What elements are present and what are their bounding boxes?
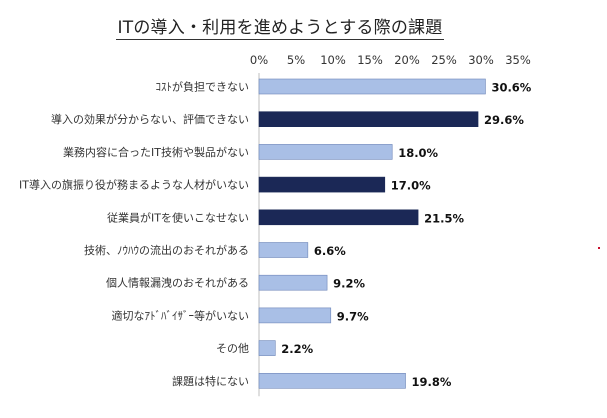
category-label: 従業員がITを使いこなせない	[107, 210, 249, 224]
chart-title-text: ITの導入・利用を進めようとする際の課題	[115, 18, 445, 40]
stray-dot	[598, 247, 600, 249]
category-label: 適切なｱﾄﾞﾊﾞｲｻﾞｰ等がいない	[112, 308, 250, 322]
data-label: 21.5%	[424, 211, 464, 225]
x-tick-label: 0%	[250, 53, 268, 67]
bar	[258, 307, 332, 324]
category-label: IT導入の旗振り役が務まるような人材がいない	[19, 178, 249, 192]
data-label: 17.0%	[391, 179, 431, 193]
bar	[258, 111, 479, 127]
bar	[258, 209, 419, 226]
x-tick-label: 30%	[468, 53, 494, 67]
data-label: 2.2%	[281, 342, 313, 356]
category-label: ｺｽﾄが負担できない	[156, 80, 250, 94]
bar	[258, 372, 406, 389]
category-label: その他	[216, 342, 249, 355]
bar	[258, 242, 309, 258]
category-label: 個人情報漏洩のおそれがある	[106, 276, 249, 290]
data-label: 6.6%	[314, 244, 346, 258]
category-label: 導入の効果が分からない、評価できない	[51, 112, 249, 126]
bar	[258, 274, 328, 291]
x-tick-label: 10%	[320, 53, 346, 67]
x-tick-label: 15%	[357, 53, 383, 67]
category-label: 課題は特にない	[172, 374, 249, 388]
category-label: 業務内容に合ったIT技術や製品がない	[63, 145, 249, 159]
x-tick-label: 35%	[505, 53, 531, 67]
data-label: 30.6%	[491, 81, 531, 95]
data-label: 19.8%	[412, 375, 452, 389]
data-label: 18.0%	[398, 146, 438, 160]
data-label: 9.7%	[337, 309, 369, 323]
data-label: 29.6%	[484, 113, 524, 127]
bar	[258, 340, 276, 356]
bar	[258, 78, 486, 95]
x-tick-label: 20%	[394, 53, 420, 67]
category-label: 技術、ﾉｳﾊｳの流出のおそれがある	[84, 243, 249, 257]
bar	[258, 176, 386, 193]
x-tick-label: 25%	[431, 53, 457, 67]
chart-title: ITの導入・利用を進めようとする際の課題	[0, 13, 560, 40]
x-tick-label: 5%	[287, 53, 305, 67]
data-label: 9.2%	[333, 277, 365, 291]
bar	[258, 144, 393, 160]
